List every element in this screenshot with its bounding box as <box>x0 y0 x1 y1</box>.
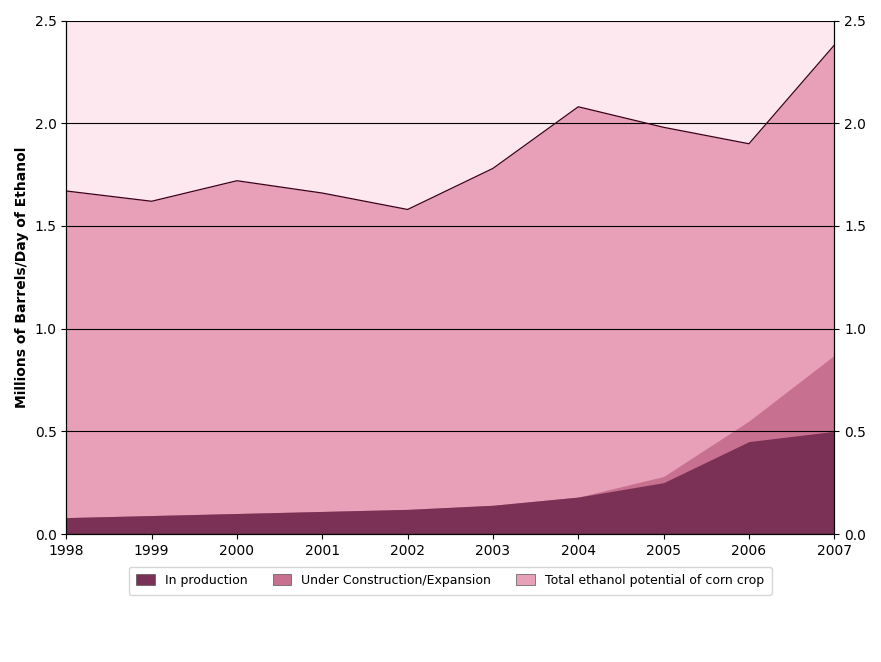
Y-axis label: Millions of Barrels/Day of Ethanol: Millions of Barrels/Day of Ethanol <box>15 146 29 408</box>
Legend: In production, Under Construction/Expansion, Total ethanol potential of corn cro: In production, Under Construction/Expans… <box>129 567 772 594</box>
